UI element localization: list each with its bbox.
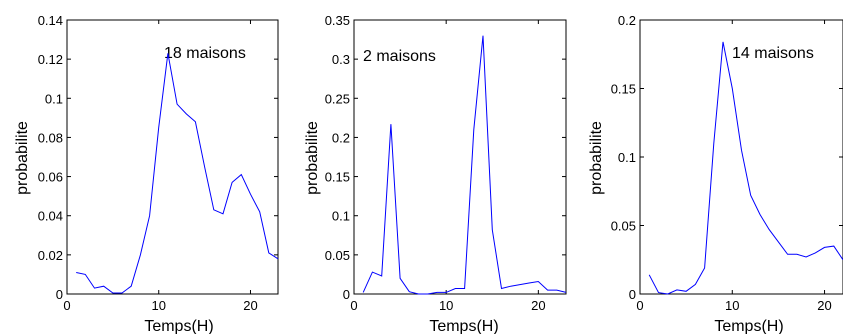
y-tick-label: 0.35	[325, 13, 350, 28]
x-tick-label: 10	[439, 298, 453, 313]
x-tick-label: 10	[152, 298, 166, 313]
x-tick-label: 10	[725, 298, 739, 313]
y-tick-label: 0.02	[38, 248, 63, 263]
y-tick-label: 0	[629, 287, 636, 302]
y-tick-label: 0.05	[611, 219, 636, 234]
y-tick-label: 0.2	[618, 13, 636, 28]
y-tick-label: 0.15	[611, 82, 636, 97]
chart-annotation: 2 maisons	[363, 48, 436, 65]
y-tick-label: 0.1	[332, 209, 350, 224]
y-tick-label: 0.1	[618, 150, 636, 165]
chart-annotation: 14 maisons	[732, 45, 814, 62]
x-tick-label: 20	[243, 298, 257, 313]
x-axis-label: Temps(H)	[144, 318, 213, 334]
x-axis-label: Temps(H)	[429, 318, 498, 334]
x-tick-label: 0	[63, 298, 70, 313]
x-tick-label: 20	[531, 298, 545, 313]
chart-panel-14-maisons: probabilite Temps(H) 14 maisons 0 0.05 0.1…	[588, 13, 843, 334]
y-axis-label: probabilite	[588, 121, 605, 195]
chart-panel-18-maisons: probabilite Temps(H) 18 maisons 0 0.02 0.0…	[14, 13, 279, 334]
y-tick-label: 0.06	[38, 170, 63, 185]
y-tick-label: 0	[343, 287, 350, 302]
chart-panel-2-maisons: probabilite Temps(H) 2 maisons 0 0.05 0.1 0…	[304, 13, 567, 334]
x-tick-label: 0	[350, 298, 357, 313]
y-tick-label: 0.25	[325, 91, 350, 106]
x-tick-label: 20	[817, 298, 831, 313]
chart-annotation: 18 maisons	[164, 45, 246, 62]
series-line	[648, 41, 843, 295]
y-tick-label: 0.1	[45, 91, 63, 106]
y-axis-label: probabilite	[304, 121, 321, 195]
x-tick-label: 0	[636, 298, 643, 313]
y-axis-label: probabilite	[14, 121, 31, 195]
y-tick-label: 0.08	[38, 130, 63, 145]
x-axis-label: Temps(H)	[714, 318, 783, 334]
y-tick-label: 0.3	[332, 52, 350, 67]
y-tick-label: 0.12	[38, 52, 63, 67]
series-line	[362, 35, 567, 295]
plot-frame	[66, 19, 279, 295]
y-tick-label: 0.14	[38, 13, 63, 28]
plot-frame	[353, 19, 567, 295]
y-tick-label: 0.05	[325, 248, 350, 263]
series-line	[76, 53, 279, 294]
y-tick-label: 0.04	[38, 209, 63, 224]
y-tick-label: 0.2	[332, 130, 350, 145]
y-tick-label: 0.15	[325, 170, 350, 185]
y-tick-label: 0	[56, 287, 63, 302]
